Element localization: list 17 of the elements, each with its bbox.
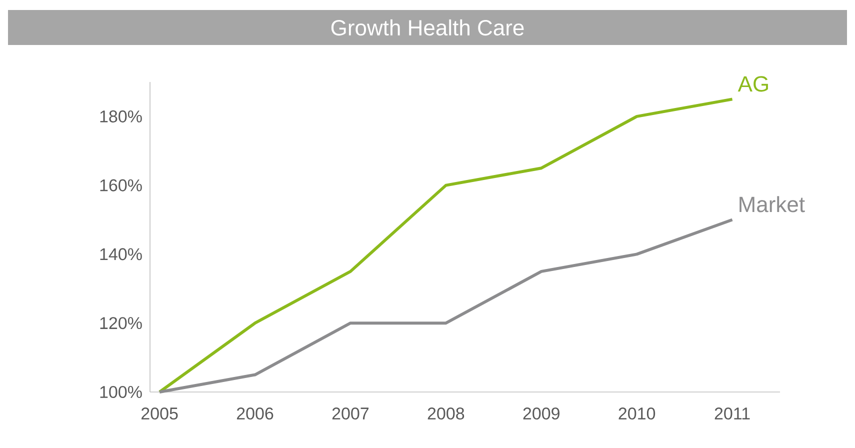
y-tick-label: 160% <box>100 179 142 192</box>
x-tick-label: 2005 <box>142 408 178 420</box>
x-tick-label: 2009 <box>523 408 560 420</box>
series-label: Market <box>740 196 805 212</box>
x-tick-label: 2006 <box>236 408 274 420</box>
x-tick-label: 2008 <box>428 408 464 420</box>
series-label: AG <box>738 76 768 92</box>
line-series <box>158 98 734 394</box>
y-tick-label: 120% <box>100 317 142 330</box>
x-tick-label: 2011 <box>714 408 750 420</box>
chart-title: Growth Health Care <box>331 19 524 36</box>
x-tick-label: 2007 <box>332 408 369 420</box>
y-tick-label: 100% <box>100 386 142 398</box>
x-tick-label: 2010 <box>618 408 656 420</box>
y-tick-label: 140% <box>100 248 142 260</box>
y-tick-label: 180% <box>100 110 142 122</box>
line-series <box>158 218 734 394</box>
